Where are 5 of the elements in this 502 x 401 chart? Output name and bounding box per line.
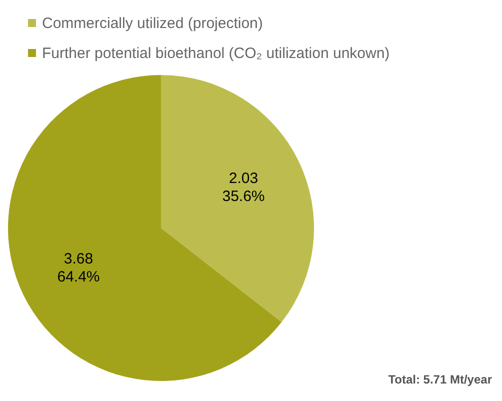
data-label: 3.68 64.4% xyxy=(57,250,100,286)
data-label: 2.03 35.6% xyxy=(222,170,265,205)
text: Total: 5.71 Mt/year xyxy=(388,372,492,386)
legend-label: Commercially utilized (projection) xyxy=(42,14,263,32)
legend-label: Further potential bioethanol (CO₂ utilization unkown) xyxy=(42,44,390,62)
